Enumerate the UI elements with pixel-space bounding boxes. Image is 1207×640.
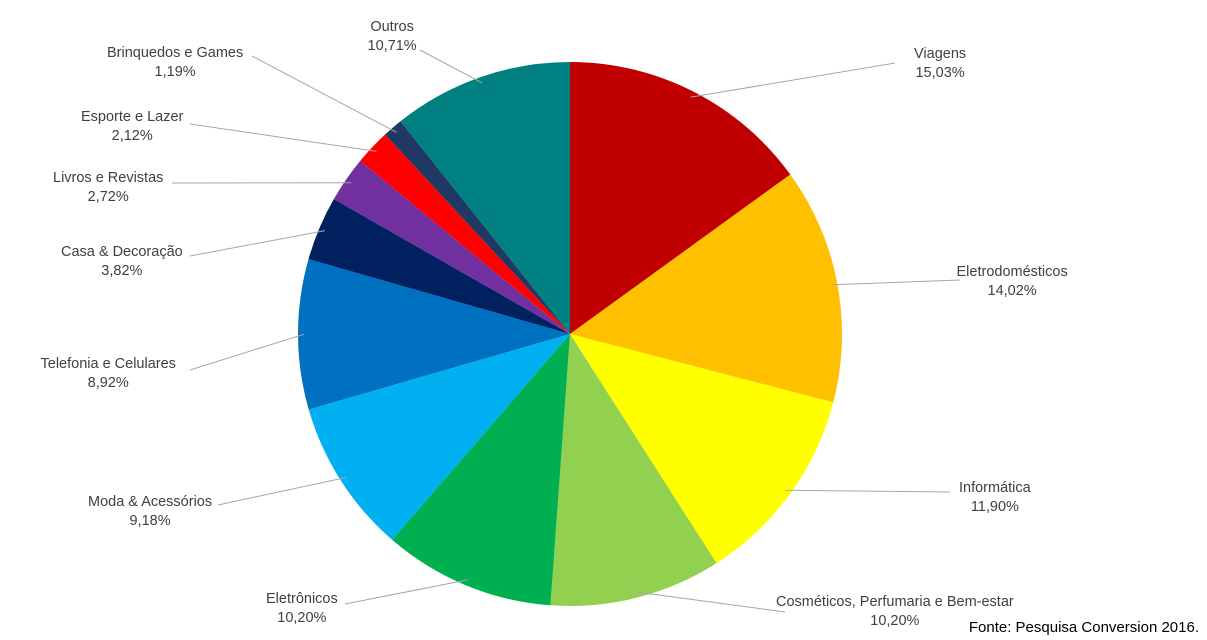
- slice-label-value: 15,03%: [915, 65, 965, 81]
- leader-line-10: [189, 123, 377, 152]
- pie-slice-9: [333, 160, 570, 334]
- source-note: Fonte: Pesquisa Conversion 2016.: [968, 619, 1199, 636]
- pie-slice-12: [400, 62, 570, 334]
- leader-line-5: [344, 579, 469, 605]
- slice-label-name: Moda & Acessórios: [88, 494, 213, 510]
- slice-label: Eletrodomésticos 14,02%: [957, 263, 1068, 301]
- pie-slice-1: [570, 62, 791, 334]
- slice-label: Viagens 15,03%: [914, 45, 966, 83]
- slice-label-name: Livros e Revistas: [53, 170, 164, 186]
- slice-label-value: 8,92%: [87, 375, 129, 391]
- slice-label-name: Casa & Decoração: [61, 244, 183, 260]
- leader-line-1: [690, 62, 896, 98]
- slice-label: Cosméticos, Perfumaria e Bem-estar 10,20%: [776, 593, 1014, 631]
- pie-slice-6: [308, 334, 570, 540]
- slice-label: Outros 10,71%: [368, 18, 417, 56]
- slice-label-value: 2,72%: [87, 189, 129, 205]
- slice-label: Eletrônicos 10,20%: [266, 590, 338, 628]
- slice-label-name: Viagens: [914, 46, 967, 62]
- slice-label-value: 1,19%: [154, 64, 196, 80]
- pie-slice-3: [570, 334, 834, 564]
- slice-label-value: 3,82%: [101, 263, 143, 279]
- pie-slice-8: [308, 199, 570, 334]
- slice-label: Brinquedos e Games 1,19%: [107, 44, 243, 82]
- pie-slice-2: [570, 174, 843, 403]
- slice-label-value: 10,20%: [277, 610, 327, 626]
- slice-label-name: Eletrônicos: [266, 591, 338, 607]
- leader-line-12: [419, 49, 483, 84]
- leader-line-11: [251, 55, 397, 133]
- slice-label-name: Cosméticos, Perfumaria e Bem-estar: [776, 594, 1014, 610]
- pie-slice-4: [550, 334, 717, 607]
- slice-label: Livros e Revistas 2,72%: [53, 169, 163, 207]
- leader-line-8: [189, 230, 325, 257]
- slice-label-value: 11,90%: [970, 499, 1019, 515]
- pie-slice-7: [298, 259, 570, 410]
- leader-line-4: [635, 591, 786, 613]
- slice-label-name: Brinquedos e Games: [107, 45, 244, 61]
- leader-line-2: [831, 279, 961, 286]
- slice-label-value: 9,18%: [129, 513, 171, 529]
- pie-slice-11: [385, 121, 570, 335]
- slice-label: Casa & Decoração 3,82%: [61, 243, 183, 281]
- slice-label-name: Esporte e Lazer: [81, 109, 184, 125]
- leader-line-3: [785, 489, 951, 493]
- slice-label-value: 10,71%: [367, 38, 417, 54]
- leader-line-6: [217, 476, 347, 506]
- pie-slice-10: [360, 134, 570, 334]
- slice-label-name: Informática: [959, 480, 1031, 496]
- slice-label: Telefonia e Celulares 8,92%: [41, 355, 176, 393]
- slice-label-value: 2,12%: [111, 128, 153, 144]
- slice-label: Moda & Acessórios 9,18%: [88, 493, 212, 531]
- slice-label-value: 10,20%: [870, 613, 920, 629]
- slice-label: Esporte e Lazer 2,12%: [81, 108, 183, 146]
- slice-label-value: 14,02%: [987, 283, 1037, 299]
- slice-label-name: Telefonia e Celulares: [40, 356, 176, 372]
- slice-label: Informática 11,90%: [959, 479, 1031, 517]
- pie-slice-5: [392, 334, 570, 606]
- slice-label-name: Outros: [370, 19, 414, 35]
- slice-label-name: Eletrodomésticos: [956, 264, 1068, 280]
- leader-line-7: [189, 333, 305, 371]
